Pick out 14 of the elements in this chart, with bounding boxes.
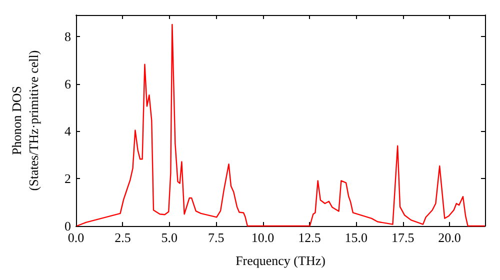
x-axis-title: Frequency (THz) — [236, 253, 326, 268]
x-tick-label: 17.5 — [391, 230, 414, 245]
x-tick-label: 7.5 — [208, 230, 224, 245]
y-tick-label: 6 — [64, 76, 72, 92]
y-tick-label: 4 — [64, 124, 72, 139]
x-tick-label: 12.5 — [298, 230, 321, 245]
y-tick-label: 8 — [64, 28, 71, 44]
x-tick-label: 10.0 — [251, 230, 274, 245]
y-axis-title: Phonon DOS (States/THz·primitive cell) — [9, 50, 41, 191]
y-tick-label: 2 — [64, 171, 71, 186]
x-tick-label: 20.0 — [438, 230, 461, 245]
x-tick-label: 2.5 — [114, 230, 131, 245]
x-tick-label: 15.0 — [344, 230, 368, 245]
x-tick-label: 5.0 — [161, 230, 178, 245]
